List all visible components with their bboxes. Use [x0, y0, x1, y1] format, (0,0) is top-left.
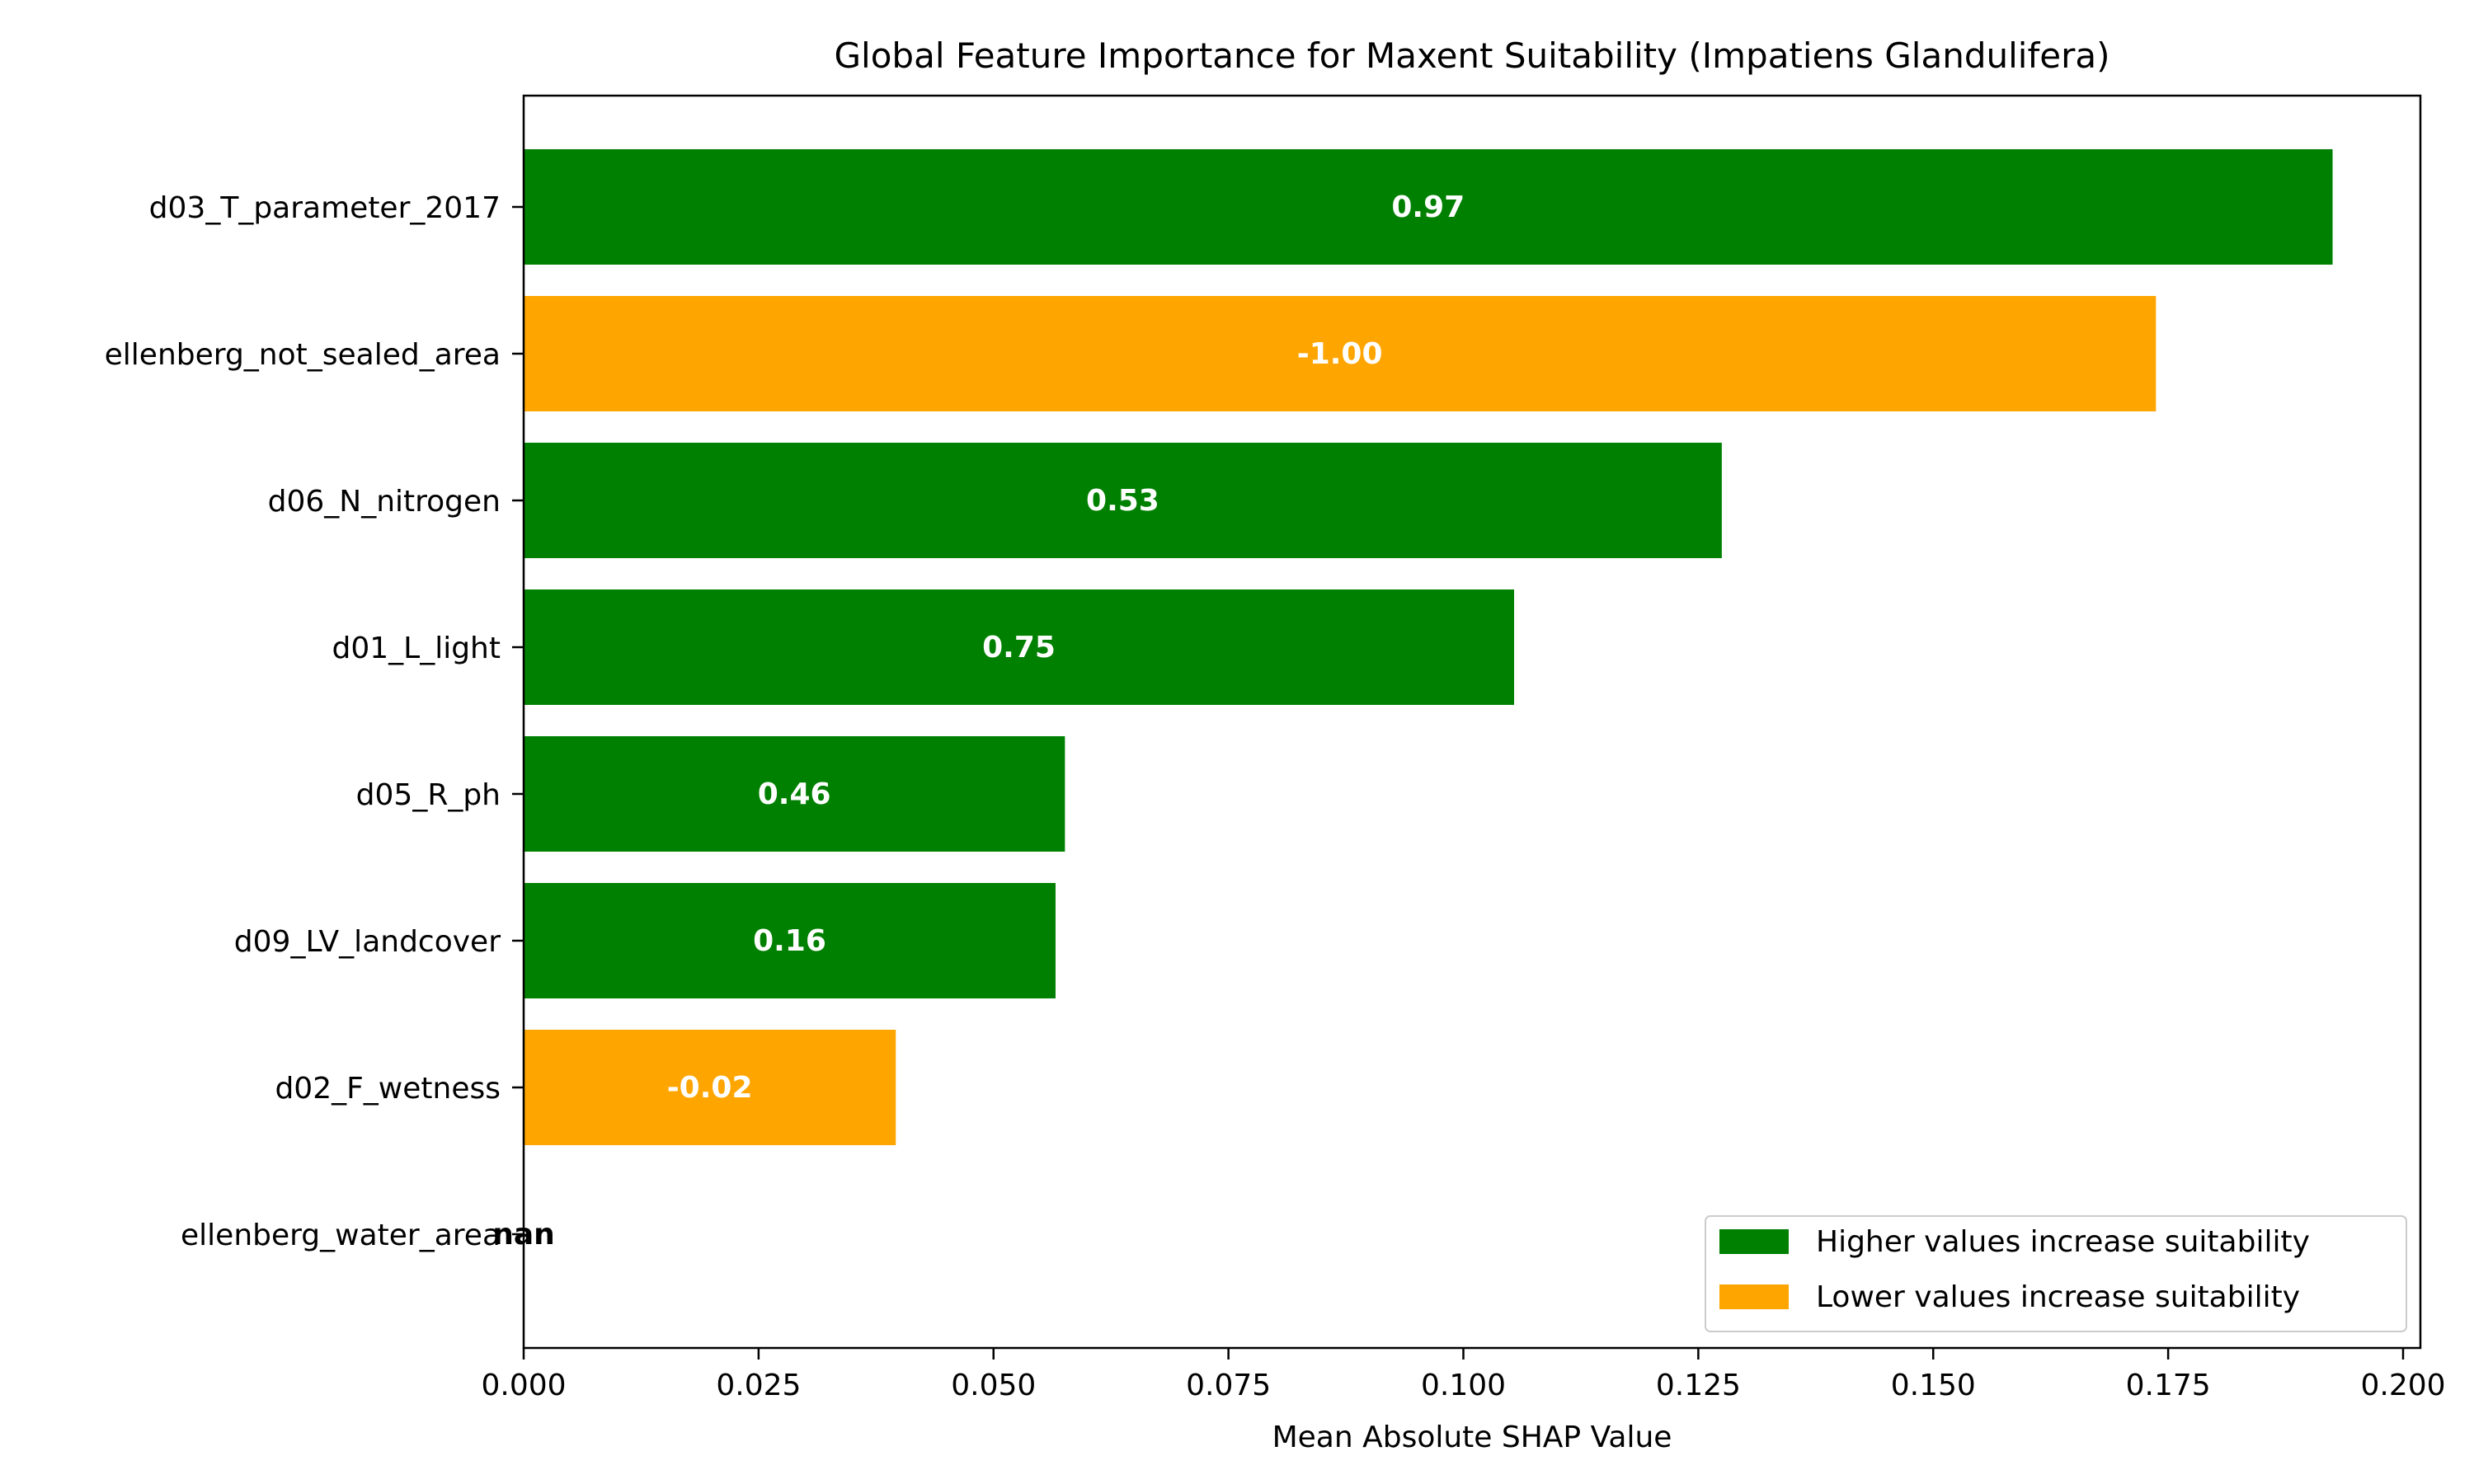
x-tick-label: 0.050: [951, 1369, 1036, 1402]
chart-title: Global Feature Importance for Maxent Sui…: [835, 35, 2110, 76]
legend-frame: [1705, 1215, 2407, 1332]
x-tick-label: 0.150: [1891, 1369, 1976, 1402]
x-tick-label: 0.100: [1421, 1369, 1506, 1402]
bars-group: [524, 149, 2333, 1145]
bar-value-label: 0.16: [753, 924, 826, 958]
plot-frame: [522, 94, 2422, 1350]
y-tick-label: ellenberg_not_sealed_area: [105, 338, 501, 372]
x-tick-label: 0.025: [716, 1369, 801, 1402]
y-tick-label: ellenberg_water_area: [181, 1219, 501, 1252]
bar: [524, 736, 1065, 852]
x-tick-label: 0.075: [1186, 1369, 1271, 1402]
legend-label-higher: Higher values increase suitability: [1816, 1225, 2310, 1259]
y-tick-label: d03_T_parameter_2017: [149, 191, 501, 225]
y-tick-label: d09_LV_landcover: [234, 925, 501, 959]
bar: [524, 296, 2157, 411]
legend-swatch-lower: [1719, 1284, 1789, 1309]
bar-value-label: 0.75: [982, 631, 1056, 665]
y-tick-labels-group: d03_T_parameter_2017 ellenberg_not_sealed…: [105, 191, 524, 1252]
y-tick-label: d05_R_ph: [356, 778, 501, 812]
y-tick-label: d02_F_wetness: [275, 1072, 501, 1106]
x-ticks-group: 0.000 0.025 0.050 0.075 0.100 0.125 0.150 0.175…: [481, 1348, 2446, 1402]
x-tick-label: 0.000: [481, 1369, 566, 1402]
legend: Higher values increase suitability Lower…: [1705, 1215, 2407, 1332]
x-axis-label: Mean Absolute SHAP Value: [1272, 1421, 1672, 1454]
bar-value-label: 0.97: [1391, 190, 1465, 224]
y-tick-label: d06_N_nitrogen: [268, 485, 501, 519]
bar-value-label: -0.02: [667, 1071, 753, 1105]
bar: [524, 149, 2333, 265]
x-tick-label: 0.175: [2126, 1369, 2211, 1402]
x-tick-label: 0.200: [2360, 1369, 2445, 1402]
legend-label-lower: Lower values increase suitability: [1816, 1280, 2300, 1314]
legend-swatch-higher: [1719, 1229, 1789, 1254]
x-tick-label: 0.125: [1656, 1369, 1741, 1402]
y-tick-label: d01_L_light: [332, 632, 501, 665]
bar: [524, 443, 1722, 558]
bar-value-label: 0.53: [1086, 484, 1159, 518]
bar: [524, 589, 1515, 705]
bar: [524, 1030, 896, 1145]
bar-value-label: 0.46: [758, 777, 831, 811]
bar-value-label: -1.00: [1297, 337, 1383, 371]
bar: [524, 883, 1056, 998]
